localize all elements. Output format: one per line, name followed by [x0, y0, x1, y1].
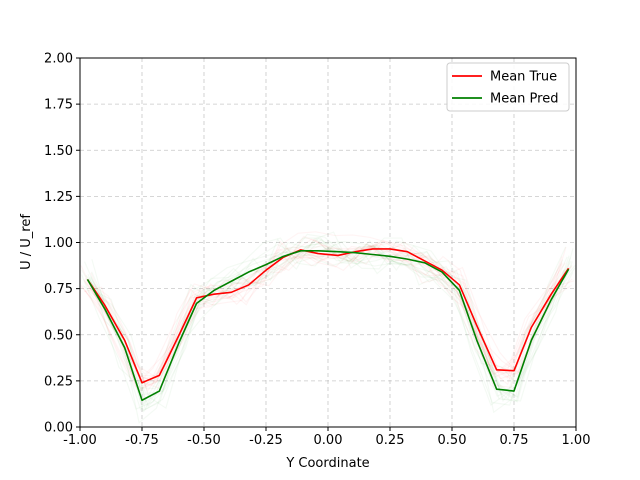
y-tick-label: 0.00 — [44, 421, 73, 436]
x-tick-label: -0.25 — [249, 433, 283, 448]
x-tick-label: 0.75 — [500, 433, 529, 448]
sample-trace — [80, 240, 563, 388]
sample-trace — [85, 238, 568, 412]
y-tick-label: 1.50 — [44, 144, 73, 159]
y-tick-label: 0.50 — [44, 328, 73, 343]
series-line-mean-true — [86, 248, 570, 384]
x-axis-ticks: -1.00 -0.75 -0.50 -0.25 0.00 0.25 0.50 0.75 1.00 — [63, 427, 590, 448]
y-tick-label: 2.00 — [44, 52, 73, 67]
y-tick-label: 1.00 — [44, 236, 73, 251]
y-tick-label: 0.25 — [44, 374, 73, 389]
y-tick-label: 1.25 — [44, 190, 73, 205]
sample-trace — [81, 237, 564, 407]
sample-trace — [89, 237, 572, 402]
x-tick-label: 0.25 — [376, 433, 405, 448]
sample-trace — [90, 235, 572, 376]
sample-trace — [92, 241, 575, 393]
sample-trace — [91, 241, 574, 408]
sample-trace — [90, 249, 573, 387]
sample-trace — [83, 244, 566, 383]
sample-trace — [87, 246, 570, 390]
sample-trace — [83, 237, 567, 424]
sample-trace — [84, 242, 567, 378]
x-tick-label: -0.50 — [187, 433, 221, 448]
sample-trace — [93, 233, 576, 410]
series-line-mean-pred — [86, 250, 570, 402]
legend-label: Mean Pred — [490, 92, 558, 107]
legend-label: Mean True — [490, 70, 557, 85]
sample-trace — [93, 240, 576, 408]
x-tick-label: 0.50 — [438, 433, 467, 448]
legend-box — [446, 62, 570, 112]
sample-trace — [80, 238, 563, 388]
y-tick-label: 0.75 — [44, 282, 73, 297]
sample-trace — [82, 231, 565, 406]
sample-trace — [90, 241, 573, 398]
x-axis-label: Y Coordinate — [285, 456, 369, 471]
x-tick-label: 1.00 — [562, 433, 591, 448]
x-tick-label: 0.00 — [314, 433, 343, 448]
y-axis-ticks: 0.00 0.25 0.50 0.75 1.00 1.25 1.50 1.75 2.00 — [44, 52, 80, 436]
mean-lines — [86, 248, 570, 402]
y-axis-label: U / U_ref — [19, 214, 34, 270]
y-tick-label: 1.75 — [44, 98, 73, 113]
sample-trace — [81, 243, 564, 410]
x-tick-label: -0.75 — [125, 433, 159, 448]
legend: Mean True Mean Pred — [446, 62, 570, 112]
x-tick-label: -1.00 — [63, 433, 97, 448]
